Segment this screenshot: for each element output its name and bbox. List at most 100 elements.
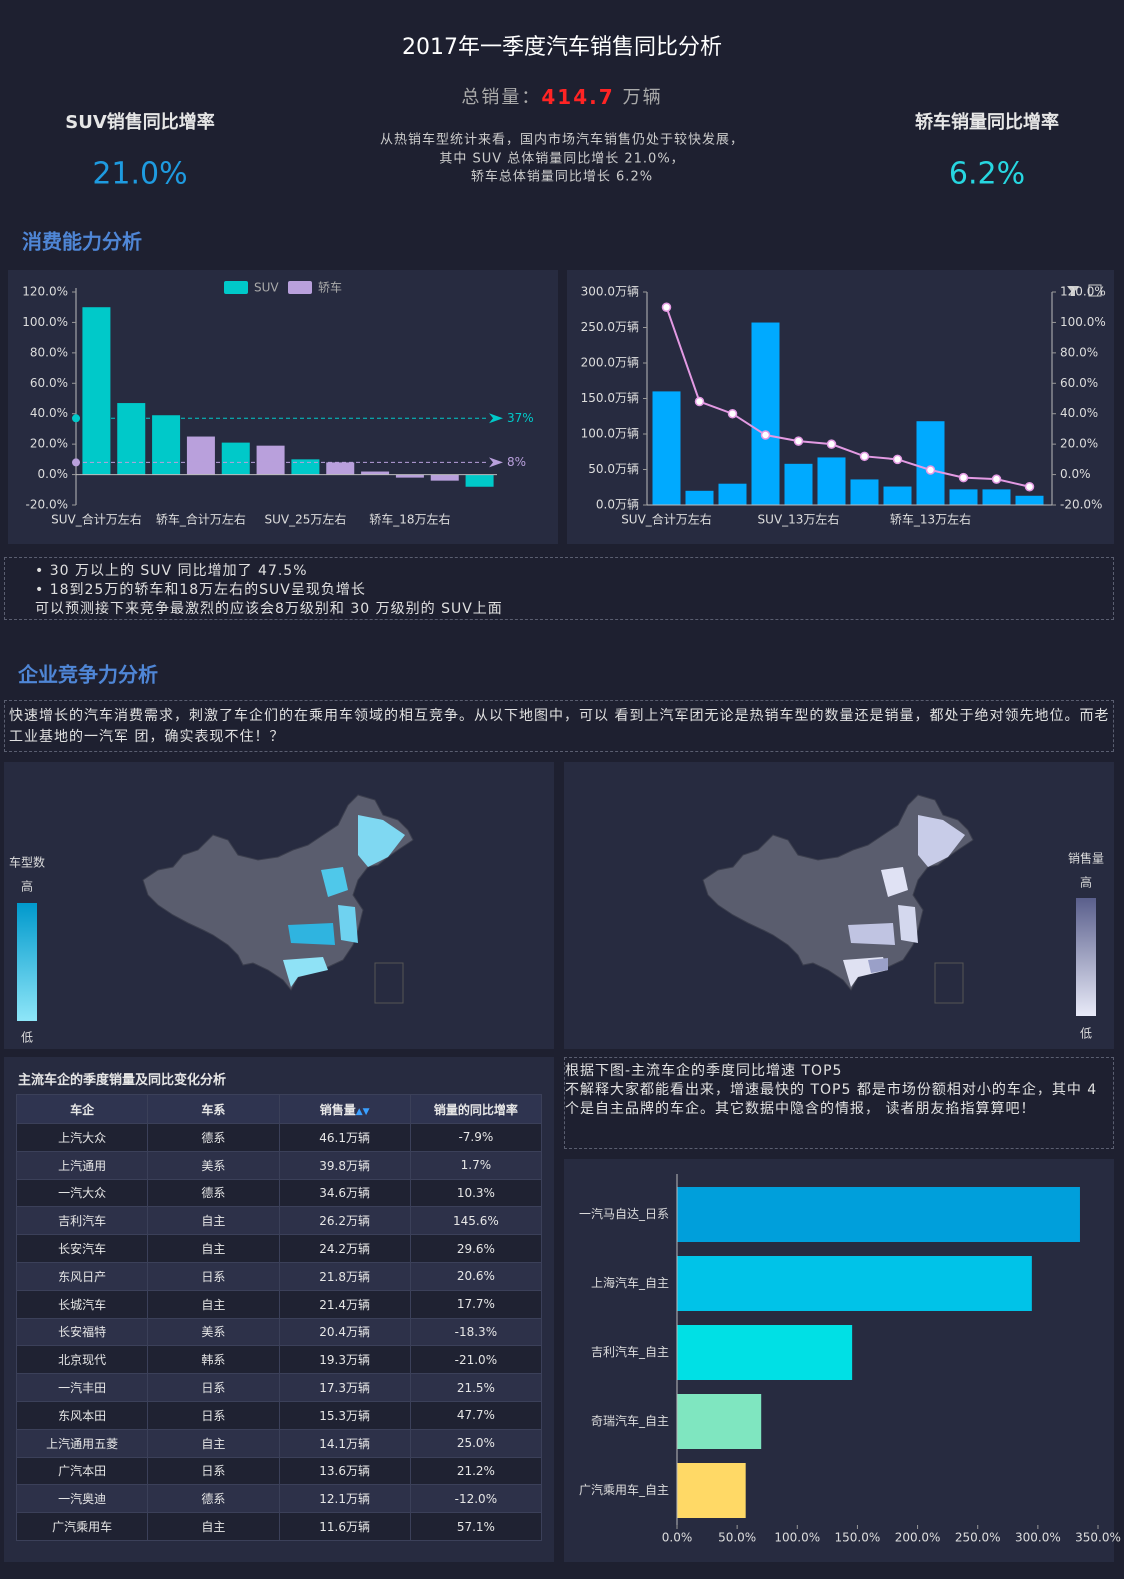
table-row: 上汽大众 德系 46.1万辆 -7.9%	[15, 1123, 543, 1152]
line-point	[859, 451, 870, 462]
bar	[982, 489, 1011, 505]
legend-low: 低	[21, 1031, 33, 1045]
reference-marker	[72, 458, 80, 467]
table-cell: -7.9%	[409, 1123, 543, 1152]
table-cell: 25.0%	[409, 1428, 543, 1458]
table-cell: 一汽大众	[15, 1178, 149, 1208]
region	[881, 867, 908, 897]
description: 轿车总体销量同比增长 6.2%	[471, 169, 653, 185]
table-row: 上汽通用 美系 39.8万辆 1.7%	[15, 1150, 543, 1180]
y-tick-label: 200.0万辆	[581, 356, 639, 370]
table-cell: 47.7%	[409, 1400, 543, 1430]
bar	[751, 322, 780, 505]
y-tick-label: 20.0%	[1060, 437, 1098, 451]
table-cell: -21.0%	[409, 1345, 543, 1375]
line-point	[958, 472, 969, 483]
table-cell: 自主	[147, 1289, 280, 1319]
y-tick-label: 150.0万辆	[581, 391, 639, 405]
intro: 快速增长的汽车消费需求，刺激了车企们的在乘用车领域的相互竞争。从以下地图中，可以…	[4, 700, 1114, 752]
section-title: 企业竞争力分析	[17, 663, 158, 687]
table-cell: 上汽通用	[15, 1150, 149, 1180]
line-point	[925, 465, 936, 475]
table-row: 一汽丰田 日系 17.3万辆 21.5%	[15, 1373, 543, 1402]
y-tick-label: 60.0%	[1060, 376, 1098, 390]
y-tick-label: -20.0%	[1060, 498, 1102, 512]
legend-gradient	[1076, 898, 1096, 1016]
map	[142, 794, 414, 1004]
table-row: 东风本田 日系 15.3万辆 47.7%	[15, 1400, 543, 1430]
table-cell: 20.6%	[409, 1261, 543, 1291]
y-tick-label: 50.0万辆	[588, 462, 639, 476]
y-tick-label: 0.0万辆	[596, 498, 639, 512]
line-point	[793, 436, 804, 446]
table-cell: 26.2万辆	[278, 1206, 411, 1236]
table-cell: 北京现代	[15, 1345, 149, 1375]
table-cell: 长安汽车	[15, 1234, 149, 1263]
table-row: 东风日产 日系 21.8万辆 20.6%	[15, 1261, 543, 1291]
y-tick-label: -20.0%	[26, 498, 68, 512]
table-row: 广汽本田 日系 13.6万辆 21.2%	[15, 1456, 543, 1486]
table-cell: 57.1%	[409, 1512, 543, 1541]
sort-icon: ▲▼	[355, 1106, 370, 1117]
bar	[117, 403, 146, 475]
y-tick-label: 40.0%	[30, 406, 68, 420]
note: • 30 万以上的 SUV 同比增加了 47.5%	[35, 563, 308, 579]
note-text: 不解释大家都能看出来，增速最快的 TOP5 都是市场份额相对小的车企，其中 4 …	[565, 1082, 1098, 1117]
column-label: 销售量	[319, 1102, 356, 1117]
table-title: 主流车企的季度销量及同比变化分析	[18, 1073, 227, 1088]
region	[358, 815, 405, 867]
line-point	[892, 454, 903, 465]
line-point	[826, 439, 837, 449]
table-cell: 20.4万辆	[278, 1317, 411, 1347]
column-label: 销量的同比增率	[433, 1102, 518, 1117]
table-cell: 日系	[147, 1261, 280, 1291]
table-row: 北京现代 韩系 19.3万辆 -21.0%	[15, 1345, 543, 1375]
x-tick-label: 轿车_18万左右	[369, 512, 450, 527]
kpi-label: 轿车销量同比增率	[915, 111, 1059, 133]
line-point	[694, 396, 705, 407]
table-cell: 吉利汽车	[15, 1206, 149, 1236]
table-cell: 自主	[147, 1512, 280, 1541]
y-tick-label: 100.0%	[22, 315, 68, 329]
bar	[152, 415, 181, 475]
bar	[677, 1394, 762, 1449]
x-tick-label: 轿车_合计万左右	[156, 512, 246, 527]
y-tick-label: 0.0%	[38, 467, 69, 481]
bar	[326, 462, 355, 475]
column-header: 销量的同比增率	[409, 1094, 543, 1124]
table-cell: 39.8万辆	[278, 1150, 411, 1180]
table-cell: 29.6%	[409, 1234, 543, 1263]
table-cell: 13.6万辆	[278, 1456, 411, 1486]
y-tick-label: 100.0%	[1060, 315, 1106, 329]
y-tick-label: 250.0万辆	[581, 320, 639, 334]
table-cell: 11.6万辆	[278, 1512, 411, 1541]
view-icon[interactable]	[1088, 284, 1102, 297]
table-cell: 21.5%	[409, 1373, 543, 1402]
bar	[850, 479, 879, 505]
bar	[677, 1463, 746, 1518]
note-title: 根据下图-主流车企的季度同比增速 TOP5	[565, 1063, 843, 1079]
x-tick-label: 轿车_13万左右	[890, 512, 971, 527]
region	[338, 905, 358, 943]
x-tick-label: SUV_合计万左右	[621, 512, 712, 527]
table-body: 上汽大众 德系 46.1万辆 -7.9% 上汽通用 美系 39.8万辆 1.7% 一汽大众 德系 3…	[15, 1123, 543, 1541]
legend-high: 高	[1080, 875, 1092, 890]
table-cell: 1.7%	[409, 1150, 543, 1180]
total-line: 总销量：414.7 万辆	[461, 85, 662, 109]
table-cell: 日系	[147, 1456, 280, 1486]
table-row: 长安福特 美系 20.4万辆 -18.3%	[15, 1317, 543, 1347]
bar	[1015, 495, 1044, 505]
table-cell: 美系	[147, 1317, 280, 1347]
table-cell: 上汽通用五菱	[15, 1428, 149, 1458]
x-tick-label: 200.0%	[895, 1531, 941, 1545]
legend-low: 低	[1080, 1027, 1092, 1041]
toolbox[interactable]	[1067, 284, 1102, 297]
filter-icon[interactable]	[1067, 286, 1079, 296]
bar	[652, 391, 681, 505]
table-cell: 德系	[147, 1123, 280, 1152]
column-header: 车系	[147, 1094, 280, 1124]
y-tick-label: 80.0%	[30, 345, 68, 359]
table-cell: 美系	[147, 1150, 280, 1180]
y-tick-label: 广汽乘用车_自主	[579, 1482, 669, 1497]
table-cell: 21.2%	[409, 1456, 543, 1486]
